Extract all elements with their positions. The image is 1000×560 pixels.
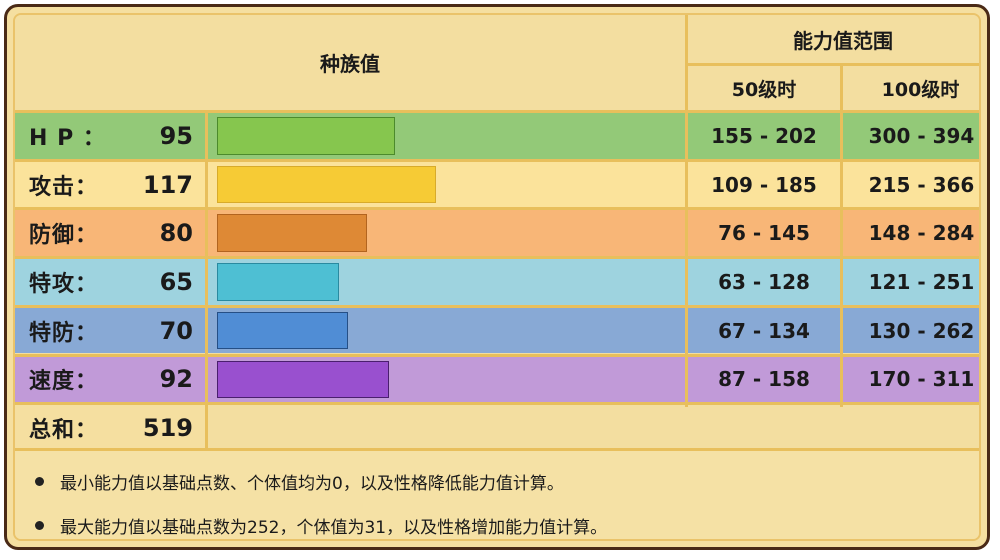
divider — [205, 113, 208, 451]
stat-label-attack: 攻击： — [15, 161, 205, 208]
range-lv100-hp: 300 - 394 — [843, 113, 979, 159]
range-lv50-sp-attack: 63 - 128 — [688, 259, 840, 305]
range-lv50-hp: 155 - 202 — [688, 113, 840, 159]
stat-label-hp: H P ： — [15, 113, 205, 159]
stat-bar-attack — [217, 165, 436, 204]
divider — [688, 63, 979, 66]
bullet-icon — [35, 477, 44, 486]
divider — [15, 304, 979, 308]
range-lv50-speed: 87 - 158 — [688, 356, 840, 403]
bullet-icon — [35, 521, 44, 530]
stat-bar-hp — [217, 117, 395, 155]
note-min: 最小能力值以基础点数、个体值均为0，以及性格降低能力值计算。 — [35, 469, 564, 494]
divider — [15, 448, 979, 451]
stats-panel: 种族值 能力值范围 50级时 100级时 H P ： 95 155 - 202 … — [4, 4, 990, 550]
level100-header: 100级时 — [843, 66, 979, 110]
stats-table: 种族值 能力值范围 50级时 100级时 H P ： 95 155 - 202 … — [13, 13, 981, 541]
range-lv100-speed: 170 - 311 — [843, 356, 979, 403]
range-lv100-sp-attack: 121 - 251 — [843, 259, 979, 305]
range-lv50-attack: 109 - 185 — [688, 161, 840, 208]
stat-value-sp-defense: 70 — [159, 316, 193, 345]
base-stats-header: 种族值 — [15, 15, 685, 110]
stat-bar-sp-defense — [217, 311, 348, 350]
stat-value-sp-attack: 65 — [159, 267, 193, 296]
divider — [15, 402, 979, 406]
note-text: 最大能力值以基础点数为252，个体值为31，以及性格增加能力值计算。 — [60, 518, 608, 538]
range-lv100-defense: 148 - 284 — [843, 210, 979, 257]
stat-value-speed: 92 — [159, 365, 193, 394]
stat-value-hp: 95 — [159, 121, 193, 150]
divider — [15, 110, 979, 113]
range-lv100-sp-defense: 130 - 262 — [843, 307, 979, 354]
divider — [685, 15, 688, 407]
stat-bar-speed — [217, 360, 389, 399]
divider — [15, 207, 979, 211]
divider — [840, 63, 843, 407]
range-lv50-sp-defense: 67 - 134 — [688, 307, 840, 354]
stat-label-sp-defense: 特防： — [15, 307, 205, 354]
stat-label-defense: 防御： — [15, 210, 205, 257]
notes-section: 最小能力值以基础点数、个体值均为0，以及性格降低能力值计算。 最大能力值以基础点… — [15, 451, 979, 539]
range-lv50-defense: 76 - 145 — [688, 210, 840, 257]
range-lv100-attack: 215 - 366 — [843, 161, 979, 208]
divider — [15, 256, 979, 260]
divider — [15, 353, 979, 357]
stat-bar-sp-attack — [217, 263, 339, 301]
stat-label-sp-attack: 特攻： — [15, 259, 205, 305]
stat-label-speed: 速度： — [15, 356, 205, 403]
stat-value-defense: 80 — [159, 219, 193, 248]
note-max: 最大能力值以基础点数为252，个体值为31，以及性格增加能力值计算。 — [35, 513, 607, 538]
level50-header: 50级时 — [688, 66, 840, 110]
note-text: 最小能力值以基础点数、个体值均为0，以及性格降低能力值计算。 — [60, 474, 564, 494]
stat-bar-defense — [217, 214, 367, 253]
divider — [15, 158, 979, 162]
stat-range-header: 能力值范围 — [688, 15, 979, 63]
stat-value-attack: 117 — [142, 170, 193, 199]
total-value: 519 — [142, 414, 193, 442]
total-label: 总和： — [15, 405, 205, 451]
